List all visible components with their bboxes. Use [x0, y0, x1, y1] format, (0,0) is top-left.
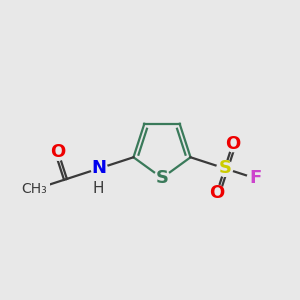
Text: O: O	[209, 184, 224, 202]
Circle shape	[225, 136, 241, 152]
Text: H: H	[92, 182, 104, 196]
Text: O: O	[51, 143, 66, 161]
Circle shape	[50, 144, 66, 160]
Text: S: S	[155, 169, 169, 187]
Circle shape	[209, 185, 225, 201]
Text: S: S	[218, 159, 231, 177]
Text: F: F	[249, 169, 261, 187]
Text: CH₃: CH₃	[22, 182, 47, 197]
Circle shape	[247, 170, 263, 186]
Circle shape	[217, 160, 233, 176]
Circle shape	[154, 170, 170, 186]
Circle shape	[91, 160, 107, 176]
Text: N: N	[92, 159, 107, 177]
Text: O: O	[225, 135, 240, 153]
